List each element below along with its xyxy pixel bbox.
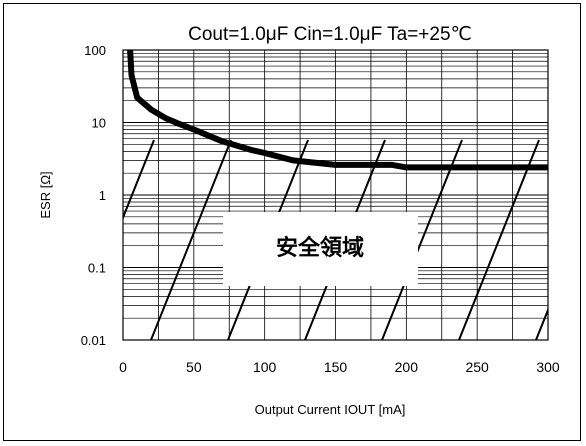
y-tick-label: 0.01 (81, 333, 106, 348)
x-tick-label: 200 (395, 359, 419, 375)
region-label-box (223, 212, 418, 286)
esr-boundary-curve (127, 49, 548, 171)
hatch-line (381, 139, 463, 340)
x-tick-label: 100 (253, 359, 277, 375)
hatch-line (458, 139, 540, 340)
x-tick-label: 50 (186, 359, 202, 375)
y-axis-label: ESR [Ω] (38, 171, 53, 218)
hatch-line (123, 139, 155, 221)
x-axis-label: Output Current IOUT [mA] (255, 402, 406, 417)
y-tick-label: 1 (99, 188, 106, 203)
y-tick-label: 0.1 (88, 261, 106, 276)
x-tick-label: 150 (324, 359, 348, 375)
y-axis-ticks: 100 10 1 0.1 0.01 (81, 43, 106, 348)
plot-grid (123, 50, 548, 340)
x-tick-label: 0 (119, 359, 127, 375)
x-tick-label: 250 (465, 359, 489, 375)
plot-border (122, 49, 549, 341)
x-axis-ticks: 0 50 100 150 200 250 300 (119, 359, 560, 375)
hatch-line (150, 139, 232, 340)
y-tick-label: 100 (84, 43, 106, 58)
hatch-line (0, 140, 77, 340)
x-tick-label: 300 (536, 359, 560, 375)
region-label: 安全領域 (276, 235, 364, 260)
chart-title: Cout=1.0μF Cin=1.0μF Ta=+25℃ (188, 24, 472, 45)
y-tick-label: 10 (92, 116, 106, 131)
